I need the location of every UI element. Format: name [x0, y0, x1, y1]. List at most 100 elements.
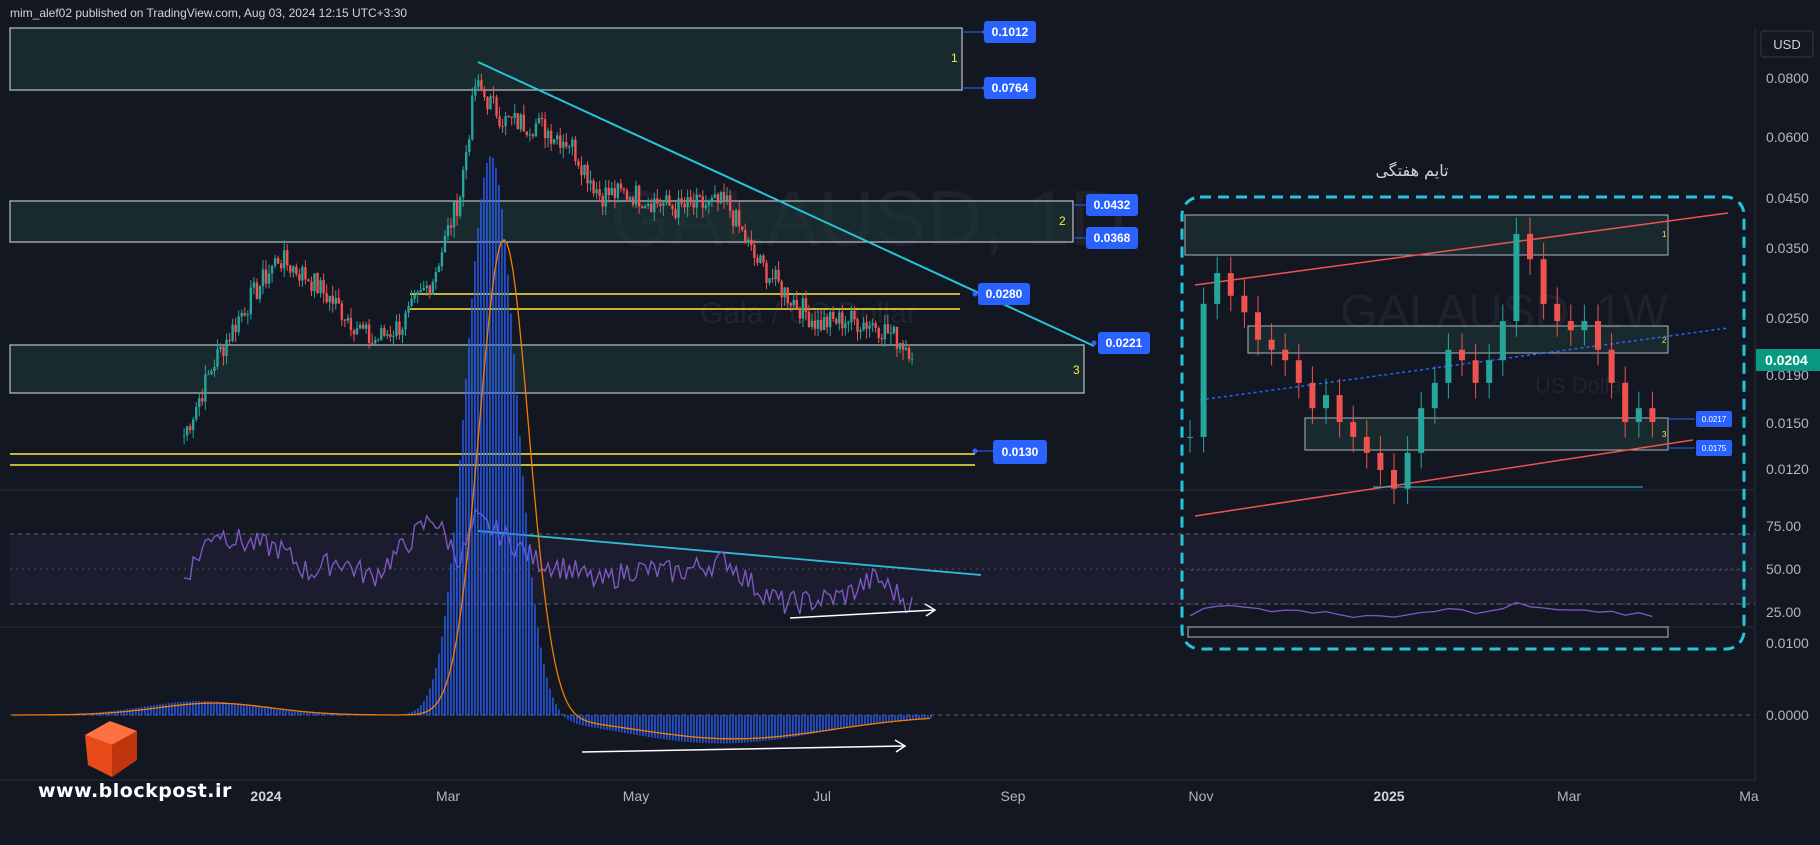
level-tag-2-text: 0.0432 [1094, 198, 1131, 212]
candle-body [798, 308, 802, 319]
candle-body [562, 141, 565, 148]
price-axis[interactable]: USD 0.0800 0.0600 0.0450 0.0350 0.0250 0… [1756, 30, 1820, 723]
candle-body [446, 225, 450, 236]
candle-body [483, 90, 486, 98]
macd-bar [324, 713, 326, 716]
macd-bar [453, 532, 455, 716]
candle-body [722, 192, 726, 201]
level-tag-0[interactable]: 0.1012 [962, 21, 1036, 43]
candle-body [316, 273, 319, 294]
macd-bar [768, 715, 770, 741]
macd-bar [834, 715, 836, 730]
candle-body [383, 328, 386, 336]
macd-bar [243, 704, 245, 716]
level-tag-5[interactable]: 0.0221 [1091, 332, 1151, 354]
inset-tag-1[interactable]: 0.0175 [1668, 440, 1732, 456]
currency-badge[interactable] [1760, 30, 1814, 58]
candle-body [559, 135, 562, 148]
macd-bar [660, 715, 662, 739]
candle-body [859, 330, 862, 332]
macd-bar [840, 715, 842, 729]
macd-bar [435, 667, 437, 716]
macd-bar [891, 715, 893, 722]
macd-bar [846, 715, 848, 728]
candle-body [455, 201, 459, 216]
macd-bar [564, 715, 566, 718]
level-tag-1[interactable]: 0.0764 [962, 77, 1036, 99]
macd-bar [603, 715, 605, 730]
candle-body [364, 324, 368, 329]
macd-bar [438, 653, 440, 716]
macd-bar [417, 708, 419, 716]
time-label: May [623, 788, 649, 804]
candle-body [367, 324, 371, 344]
macd-bar [213, 701, 215, 716]
candle-body [486, 97, 489, 110]
candle-body [228, 339, 231, 342]
weekly-inset[interactable]: تایم هفتگی GALAUSD, 1W US Dollar 1 2 3 0… [1180, 161, 1746, 651]
candle-body [719, 192, 723, 204]
level-tag-4[interactable]: 0.0280 [972, 283, 1031, 305]
macd-bar [519, 436, 521, 716]
macd-divergence-arrow[interactable] [581, 739, 907, 753]
macd-bar [675, 715, 677, 741]
macd-bar [606, 715, 608, 730]
candle-body [571, 139, 574, 147]
inset-candle-body [1581, 321, 1588, 331]
macd-bar [249, 705, 251, 716]
level-tag-3[interactable]: 0.0368 [1073, 227, 1138, 249]
candle-body [825, 316, 829, 328]
macd-bar [126, 709, 128, 716]
macd-bar [318, 713, 320, 716]
macd-bar [909, 715, 911, 721]
candle-body [822, 316, 826, 331]
time-axis[interactable]: 2024 Mar May Jul Sep Nov 2025 Mar Ma [250, 788, 1759, 804]
macd-bar [489, 156, 491, 716]
macd-bar [342, 714, 344, 716]
inset-candle-body [1214, 273, 1221, 304]
zone-3[interactable] [9, 344, 1085, 394]
macd-bar [441, 636, 443, 716]
zone-1[interactable] [9, 27, 963, 91]
macd-bar [144, 706, 146, 716]
candle-body [898, 343, 902, 349]
candle-body [841, 312, 844, 329]
candle-body [207, 373, 210, 375]
candle-body [883, 324, 886, 340]
inset-candle-body [1445, 349, 1452, 383]
macd-bar [876, 715, 878, 724]
candle-body [522, 114, 526, 132]
candle-body [358, 324, 362, 329]
candle-body [540, 117, 544, 120]
candle-body [804, 298, 808, 312]
macd-bar [753, 715, 755, 742]
macd-bar [561, 713, 563, 716]
candle-body [622, 188, 626, 191]
inset-tag-0[interactable]: 0.0217 [1668, 411, 1732, 427]
level-tag-6[interactable]: 0.0130 [972, 440, 1048, 464]
macd-bar [234, 703, 236, 716]
macd-bar [432, 679, 434, 716]
candle-body [440, 252, 444, 267]
zone-2[interactable] [9, 200, 1074, 243]
candle-body [741, 226, 744, 230]
candle-body [458, 197, 462, 216]
candle-body [413, 295, 416, 299]
macd-bar [897, 715, 899, 722]
candle-body [295, 266, 298, 275]
candle-body [349, 317, 353, 331]
macd-bar [147, 705, 149, 716]
rsi-divergence-arrow[interactable] [789, 603, 937, 619]
candle-body [835, 318, 838, 324]
macd-bar [636, 715, 638, 736]
macd-bar [786, 715, 788, 738]
candle-body [807, 311, 811, 327]
level-tag-2[interactable]: 0.0432 [1073, 194, 1138, 216]
macd-bar [495, 167, 497, 716]
macd-bar [765, 715, 767, 741]
price-tick: 0.0150 [1766, 415, 1809, 431]
inset-candle-body [1635, 408, 1642, 423]
rsi-trendline[interactable] [477, 530, 982, 576]
macd-bar [609, 715, 611, 731]
